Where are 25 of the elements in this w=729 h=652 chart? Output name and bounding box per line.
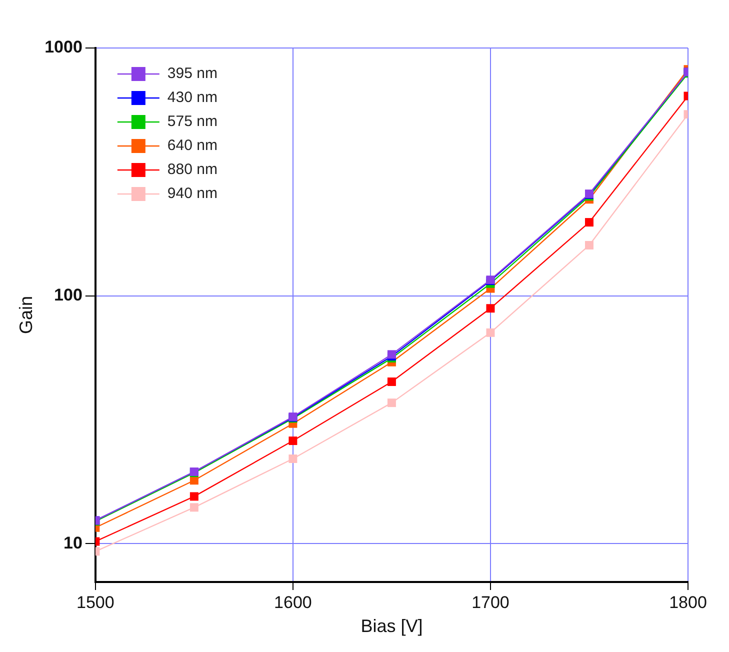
x-axis-title: Bias [V] [360,616,423,636]
y-tick-label: 1000 [44,38,82,57]
legend-label: 640 nm [167,137,218,154]
legend-label: 395 nm [167,65,218,82]
legend-label: 575 nm [167,113,218,130]
point [584,240,594,250]
legend-label: 880 nm [167,161,218,178]
point [387,398,396,408]
y-axis-title: Gain [16,296,36,334]
point [190,492,198,501]
point [584,218,594,227]
legend-label: 430 nm [167,89,218,106]
point [387,378,396,386]
point [486,304,495,313]
y-tick-label: 10 [63,533,82,552]
x-tick-label: 1800 [669,592,707,612]
point [288,454,298,463]
x-tick-label: 1500 [76,592,114,612]
legend-label: 940 nm [167,185,218,202]
point [486,328,495,337]
y-tick-label: 100 [54,285,82,304]
point [190,503,198,512]
x-tick-label: 1600 [274,592,312,612]
point [288,436,298,446]
x-tick-label: 1700 [472,592,510,612]
